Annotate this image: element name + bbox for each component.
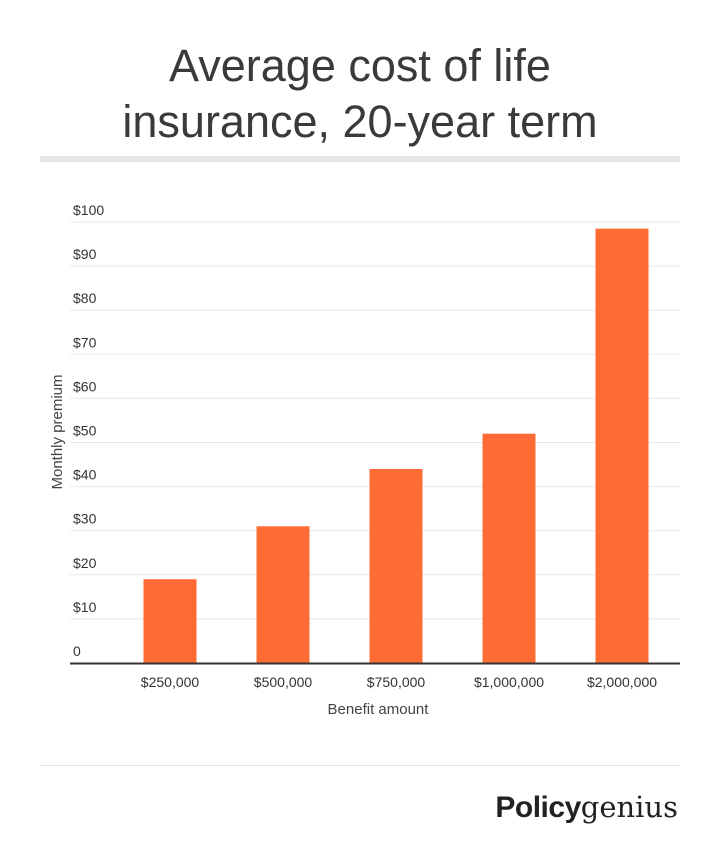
y-tick-label: $60 [73,378,97,394]
brand-light: genius [580,790,678,824]
bar-5 [595,228,649,664]
chart-title: Average cost of life insurance, 20-year … [20,38,700,150]
x-tick-label: $500,000 [254,674,313,690]
bar-2 [256,526,310,663]
bars [143,228,649,664]
bar-3 [369,468,423,663]
y-axis-label: Monthly premium [49,374,66,489]
x-axis-label: Benefit amount [328,701,430,718]
x-tick-label: $750,000 [367,674,426,690]
x-tick-label: $250,000 [141,674,200,690]
bar-chart: 0 $10 $20 $30 $40 $50 $60 $70 $80 $90 $100 $250,00… [49,202,680,718]
policygenius-logo: Policygenius [495,787,678,828]
y-tick-label: $100 [73,202,104,218]
y-tick-label: $50 [73,423,97,439]
y-tick-label: $40 [73,467,97,483]
chart-title-line-2: insurance, 20-year term [122,96,598,147]
y-tick-label: $30 [73,511,97,527]
brand-bold: Policy [495,791,581,824]
y-tick-label: $70 [73,334,97,350]
footer-divider [40,765,680,766]
x-tick-label: $1,000,000 [474,674,544,690]
chart-title-line-1: Average cost of life [169,40,551,91]
y-tick-label: 0 [73,643,81,659]
x-axis-ticks: $250,000 $500,000 $750,000 $1,000,000 $2,000… [141,674,657,690]
y-tick-label: $10 [73,599,97,615]
bar-1 [143,579,197,663]
title-divider [40,156,680,162]
y-tick-label: $90 [73,246,97,262]
y-axis-ticks: 0 $10 $20 $30 $40 $50 $60 $70 $80 $90 $100 [73,202,104,659]
y-tick-label: $80 [73,290,97,306]
x-tick-label: $2,000,000 [587,674,657,690]
y-tick-label: $20 [73,555,97,571]
bar-4 [482,433,536,663]
